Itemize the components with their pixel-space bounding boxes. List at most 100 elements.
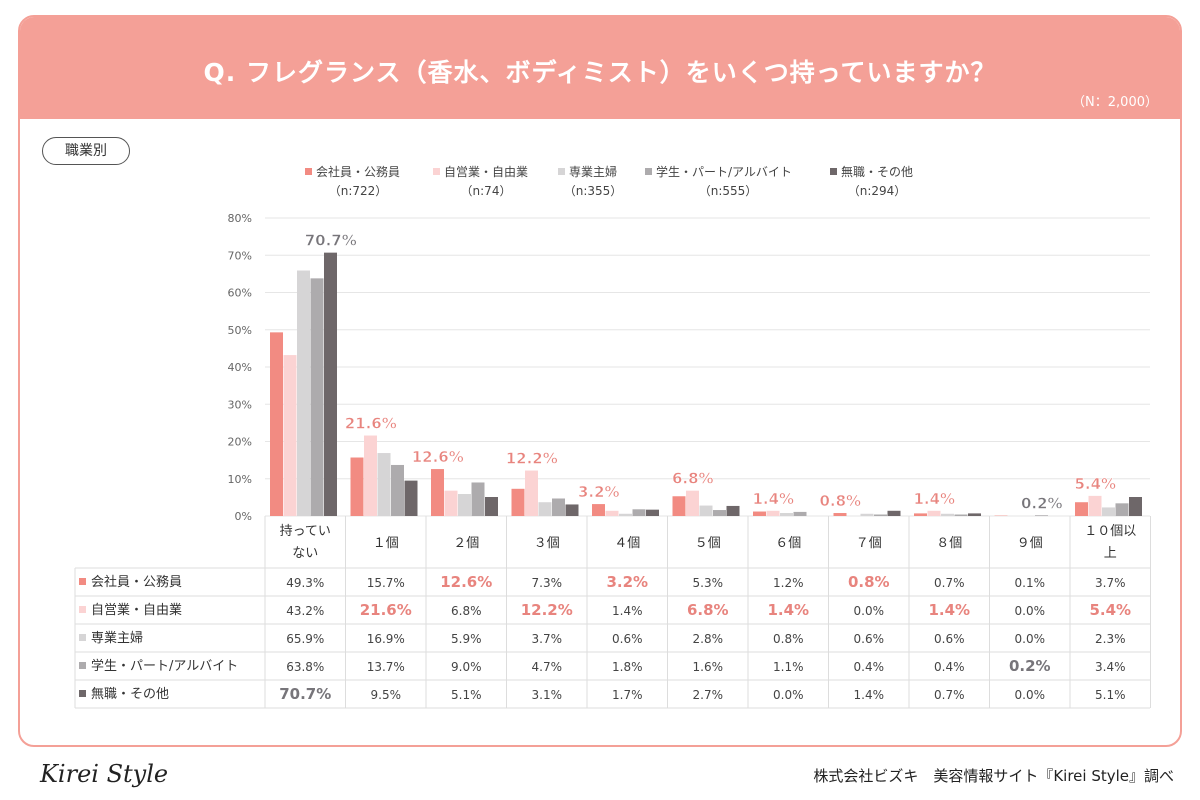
row-swatch xyxy=(79,690,86,697)
bar xyxy=(646,509,659,516)
bar xyxy=(686,490,699,516)
question-title: Q. フレグランス（香水、ボディミスト）をいくつ持っていますか？ xyxy=(203,58,997,87)
legend-label: 会社員・公務員 xyxy=(316,164,400,179)
table-cell: 15.7% xyxy=(367,576,405,590)
table-cell: 5.4% xyxy=(1089,601,1131,619)
table-cell: 16.9% xyxy=(367,632,405,646)
legend-swatch xyxy=(645,168,652,175)
table-cell: 9.0% xyxy=(451,660,482,674)
table-cell: 0.0% xyxy=(1015,632,1046,646)
bar xyxy=(766,510,780,516)
table-cell: 12.2% xyxy=(521,601,573,619)
y-tick-label: 30% xyxy=(228,398,252,411)
table-cell: 3.1% xyxy=(532,688,563,702)
table-cell: 5.1% xyxy=(1095,688,1126,702)
kirei-style-logo: Kirei Style xyxy=(40,760,169,788)
category-label: ３個 xyxy=(534,536,560,551)
bar xyxy=(431,469,444,516)
table-cell: 7.3% xyxy=(532,576,563,590)
category-label: 持ってい xyxy=(280,524,331,539)
table-cell: 1.4% xyxy=(928,601,970,619)
row-label: 専業主婦 xyxy=(91,630,143,646)
bar-value-label: 1.4% xyxy=(913,490,955,508)
bar xyxy=(1088,495,1102,516)
legend-n: （n:555） xyxy=(699,184,758,198)
y-tick-label: 50% xyxy=(228,324,252,337)
bar xyxy=(860,513,874,516)
table-cell: 1.4% xyxy=(767,601,809,619)
table-cell: 0.0% xyxy=(854,604,885,618)
legend-label: 自営業・自由業 xyxy=(444,165,528,179)
table-cell: 1.6% xyxy=(693,660,724,674)
table-cell: 0.2% xyxy=(1009,657,1051,675)
category-label: 上 xyxy=(1104,546,1117,561)
bar xyxy=(699,505,713,516)
bar xyxy=(968,513,981,516)
bar-value-label: 12.2% xyxy=(506,450,558,468)
bar-value-label: 5.4% xyxy=(1074,475,1116,493)
table-cell: 0.0% xyxy=(773,688,804,702)
table-cell: 6.8% xyxy=(451,604,482,618)
bar xyxy=(525,470,538,516)
table-cell: 0.7% xyxy=(934,688,965,702)
table-cell: 0.7% xyxy=(934,576,965,590)
table-cell: 3.2% xyxy=(606,573,648,591)
legend-n: （n:722） xyxy=(329,184,388,198)
legend-n: （n:294） xyxy=(848,184,907,198)
bar xyxy=(350,457,364,516)
table-cell: 1.4% xyxy=(612,604,643,618)
table-cell: 2.3% xyxy=(1095,632,1126,646)
table-cell: 0.6% xyxy=(854,632,885,646)
bar-value-label: 6.8% xyxy=(672,470,714,488)
bar xyxy=(713,510,726,516)
bar xyxy=(632,509,646,516)
table-cell: 0.1% xyxy=(1015,576,1046,590)
category-label: ８個 xyxy=(936,536,962,551)
bar xyxy=(471,482,485,516)
table-cell: 5.9% xyxy=(451,632,482,646)
table-cell: 0.8% xyxy=(848,573,890,591)
category-label: ない xyxy=(292,546,318,561)
bar xyxy=(605,510,619,516)
bar xyxy=(927,510,941,516)
credit-text: 株式会社ビズキ 美容情報サイト『Kirei Style』調べ xyxy=(813,767,1174,785)
y-tick-label: 80% xyxy=(228,212,252,225)
table-cell: 4.7% xyxy=(532,660,563,674)
table-cell: 70.7% xyxy=(279,685,331,703)
bar xyxy=(485,497,498,516)
table-cell: 2.7% xyxy=(693,688,724,702)
sample-size: （N：2,000） xyxy=(1072,95,1158,110)
category-label: ４個 xyxy=(614,536,640,551)
bar xyxy=(297,270,310,516)
row-label: 会社員・公務員 xyxy=(91,574,182,590)
table-cell: 65.9% xyxy=(286,632,324,646)
bar xyxy=(619,513,632,516)
bar xyxy=(672,496,686,516)
table-cell: 63.8% xyxy=(286,660,324,674)
row-label: 自営業・自由業 xyxy=(91,602,182,618)
table-cell: 2.8% xyxy=(693,632,724,646)
bar xyxy=(1115,503,1129,516)
bar-value-label: 21.6% xyxy=(345,415,397,433)
table-cell: 3.4% xyxy=(1095,660,1126,674)
bar xyxy=(552,498,565,516)
table-cell: 0.0% xyxy=(1015,604,1046,618)
table-cell: 0.0% xyxy=(1015,688,1046,702)
bar xyxy=(954,514,968,516)
bar xyxy=(458,494,471,516)
legend-swatch xyxy=(830,168,837,175)
legend-n: （n:355） xyxy=(564,184,623,198)
table-cell: 13.7% xyxy=(367,660,405,674)
bar xyxy=(780,513,793,516)
table-cell: 1.2% xyxy=(773,576,804,590)
table-cell: 0.4% xyxy=(934,660,965,674)
row-swatch xyxy=(79,634,86,641)
bar-value-label: 12.6% xyxy=(412,448,464,466)
bar xyxy=(1075,502,1088,516)
table-cell: 0.8% xyxy=(773,632,804,646)
y-tick-label: 40% xyxy=(228,361,252,374)
table-cell: 1.1% xyxy=(773,660,804,674)
bar xyxy=(404,480,418,516)
legend-swatch xyxy=(305,168,312,175)
